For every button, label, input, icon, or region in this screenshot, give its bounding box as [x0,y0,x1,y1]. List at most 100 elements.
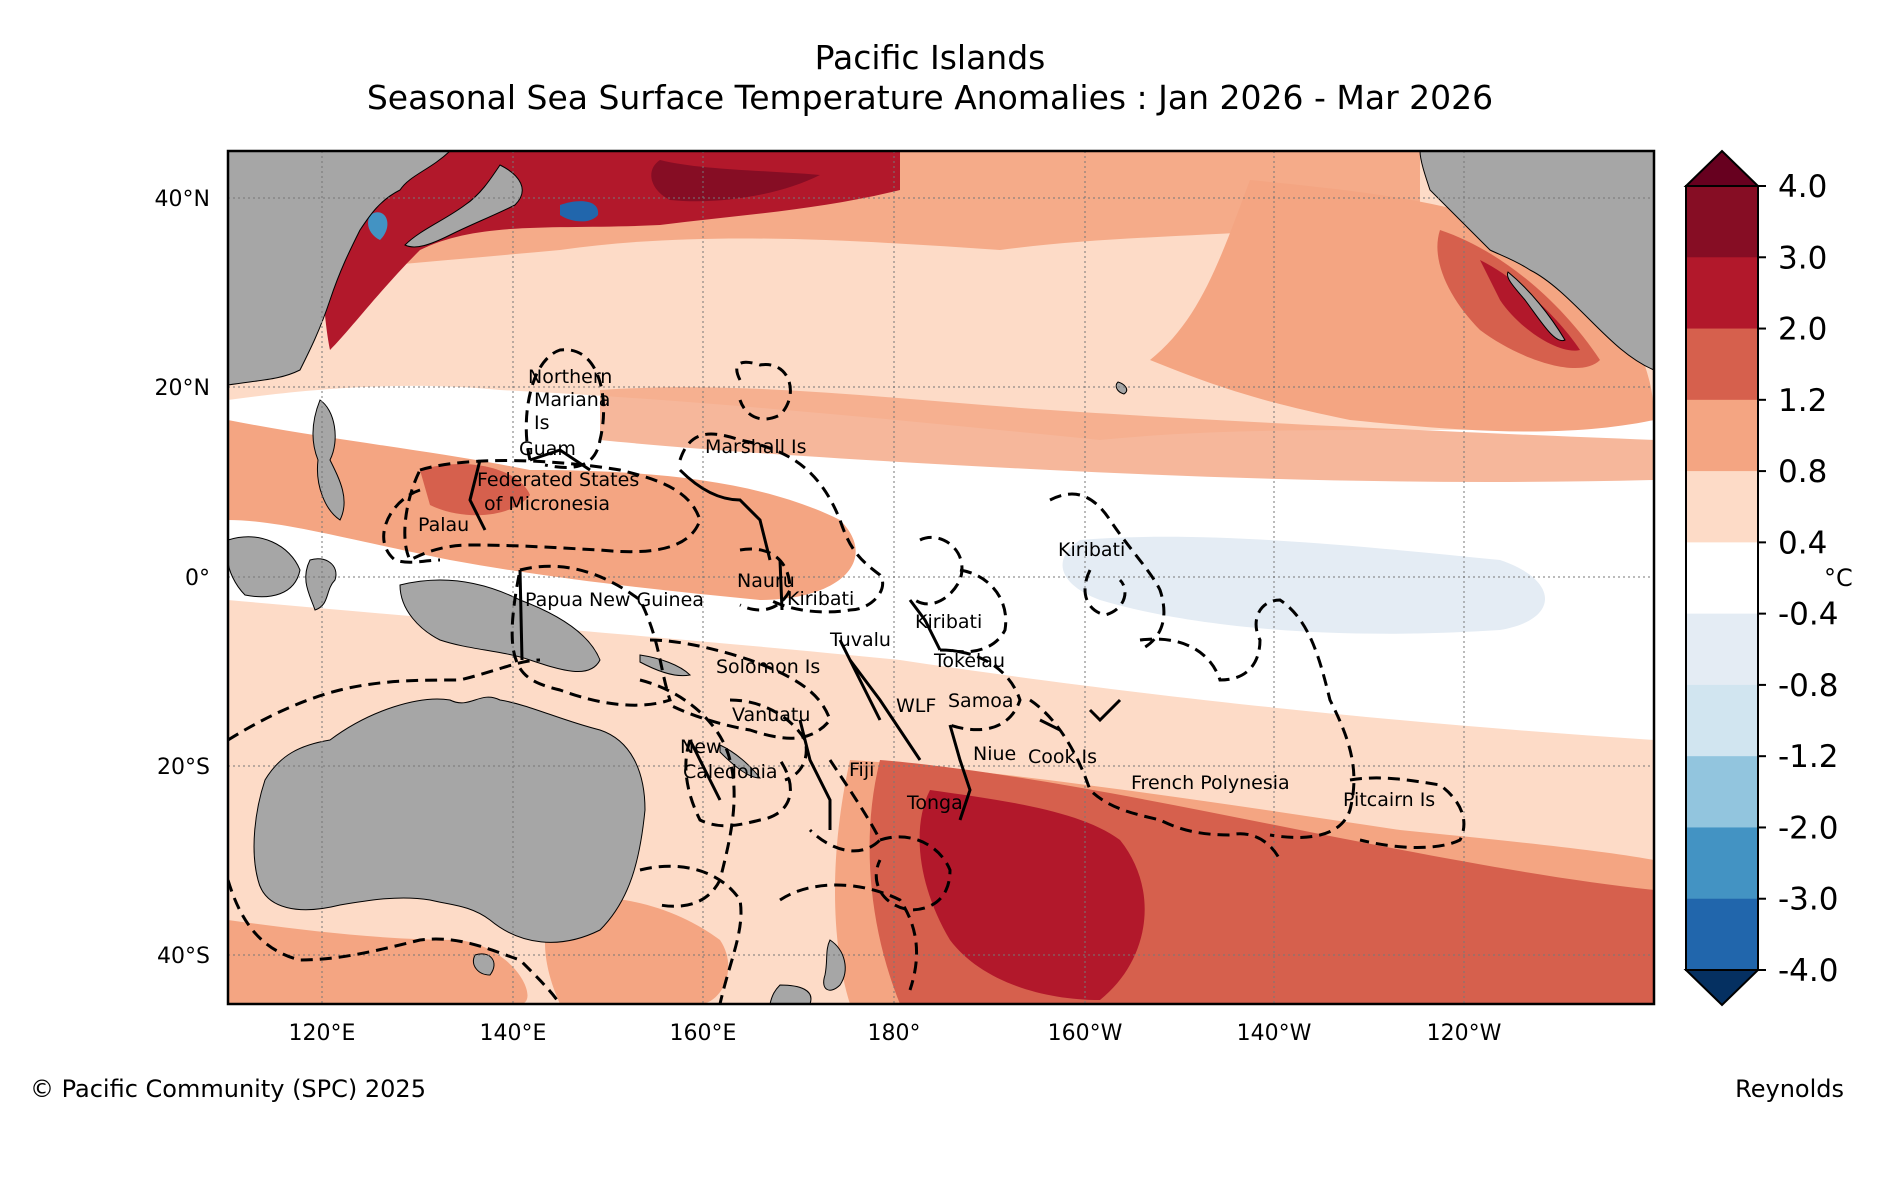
japan-coast-cold [368,212,388,240]
region-label: Marshall Is [705,436,807,458]
region-label: Samoa [948,690,1013,712]
eez-solomon [649,638,832,740]
eez-tonga-south [874,835,952,912]
eez-boundaries [228,348,1466,1004]
eez-samoa [939,648,1022,732]
eez-australia-west [228,658,541,742]
region-label: Nauru [737,570,795,592]
region-label: Northern [528,366,612,388]
colorbar-tick-label: -3.0 [1778,882,1839,918]
colorbar-max-arrow [1683,149,1761,187]
lon-tick-label: 180° [868,1021,921,1046]
eez-png [510,564,672,707]
lon-tick-label: 120°E [289,1021,356,1046]
region-label: Fiji [849,759,874,781]
region-label: Caledonia [683,761,778,783]
colorbar-tick-label: -2.0 [1778,810,1839,846]
region-label: Niue [973,743,1016,765]
region-label: Guam [519,438,576,460]
colorbar-tick-label: 0.8 [1778,454,1827,490]
region-label: Cook Is [1028,746,1097,768]
eez-new-caledonia [684,739,792,828]
region-label: Vanuatu [732,704,810,726]
philippines-land [312,399,345,521]
tasmania-land [473,953,495,976]
eez-nz-tasman [639,864,743,1004]
australia-land [253,696,646,943]
region-label: of Micronesia [484,493,610,515]
colorbar-tick-label: -1.2 [1778,739,1839,775]
region-label: French Polynesia [1131,772,1290,794]
colorbar-band [1686,898,1758,971]
eez-french-polynesia [1139,598,1356,839]
new-guinea-land [399,579,601,673]
colorbar-tick-label: 2.0 [1778,312,1827,348]
region-label: Tuvalu [829,629,891,651]
eez-palau [382,488,441,564]
eez-new-zealand [779,883,919,991]
new-zealand-south-land [769,984,812,1004]
eez-australia-east [639,678,736,908]
equatorial-cool [1062,536,1545,634]
region-label: Tonga [906,792,963,814]
baja-peninsula-land [1506,271,1566,342]
colorbar-ticks: 4.0 3.0 2.0 1.2 0.8 0.4 -0.4 -0.8 -1.2 -2.0 -3.0 -4… [1758,169,1839,989]
region-label: Palau [418,514,469,536]
graticule [228,151,1654,1004]
new-zealand-north-land [823,939,846,991]
west-australia-band [228,650,254,880]
eez-australia-south [228,879,562,1004]
region-label: Papua New Guinea [525,589,704,611]
lon-tick-label: 160°W [1048,1021,1123,1046]
copyright-text: © Pacific Community (SPC) 2025 [30,1075,426,1103]
eez-nauru [739,547,792,612]
region-label: Kiribati [1058,539,1125,561]
colorbar-band [1686,186,1758,258]
region-label: Is [534,412,550,434]
colorbar-band [1686,471,1758,543]
colorbar-band [1686,257,1758,330]
region-label: Mariana [534,389,610,411]
kuroshio-strong [322,151,900,350]
eez-cook [1029,698,1282,861]
colorbar-bands [1686,186,1758,971]
colorbar-band [1686,542,1758,615]
colorbar-tick-label: -0.8 [1778,668,1839,704]
colorbar-band [1686,827,1758,900]
maritime-boundaries-solid [468,448,1122,830]
eez-northern-mariana [524,348,606,469]
map-subtitle: Seasonal Sea Surface Temperature Anomali… [366,78,1494,117]
north-america-land [1419,151,1654,371]
kuroshio-core [651,160,820,202]
colorbar-tick-label: 3.0 [1778,240,1827,276]
eez-marshall [678,432,885,614]
lat-tick-label: 20°N [155,376,210,401]
colorbar-tick-label: -0.4 [1778,597,1839,633]
colorbar-tick-label: 1.2 [1778,383,1827,419]
colorbar-tick-label: 4.0 [1778,169,1827,205]
colorbar-min-arrow [1683,969,1761,1007]
hawaii-land [1115,381,1128,395]
eez-tokelau [949,568,1008,654]
region-label: Solomon Is [716,656,820,678]
new-caledonia-land [719,744,762,779]
colorbar-tick-label: 0.4 [1778,525,1827,561]
region-label: Tokelau [933,650,1005,672]
colorbar-band [1686,399,1758,472]
region-label: Kiribati [787,588,854,610]
subtropical-north-band [600,387,1654,482]
lon-tick-label: 160°E [670,1021,737,1046]
japan-land [404,164,523,248]
south-strong-core [919,790,1145,1000]
map-title: Pacific Islands [814,38,1046,77]
colorbar-tick-label: -4.0 [1778,953,1839,989]
region-label: WLF [896,695,936,717]
map-frame-contents [228,151,1654,1004]
colorbar: 4.0 3.0 2.0 1.2 0.8 0.4 -0.4 -0.8 -1.2 -2.0 -3.0 -4… [1683,149,1853,1007]
map-border [226,149,1656,1006]
colorbar-band [1686,684,1758,757]
colorbar-band [1686,328,1758,401]
colorbar-band [1686,756,1758,828]
asia-land [228,151,451,386]
